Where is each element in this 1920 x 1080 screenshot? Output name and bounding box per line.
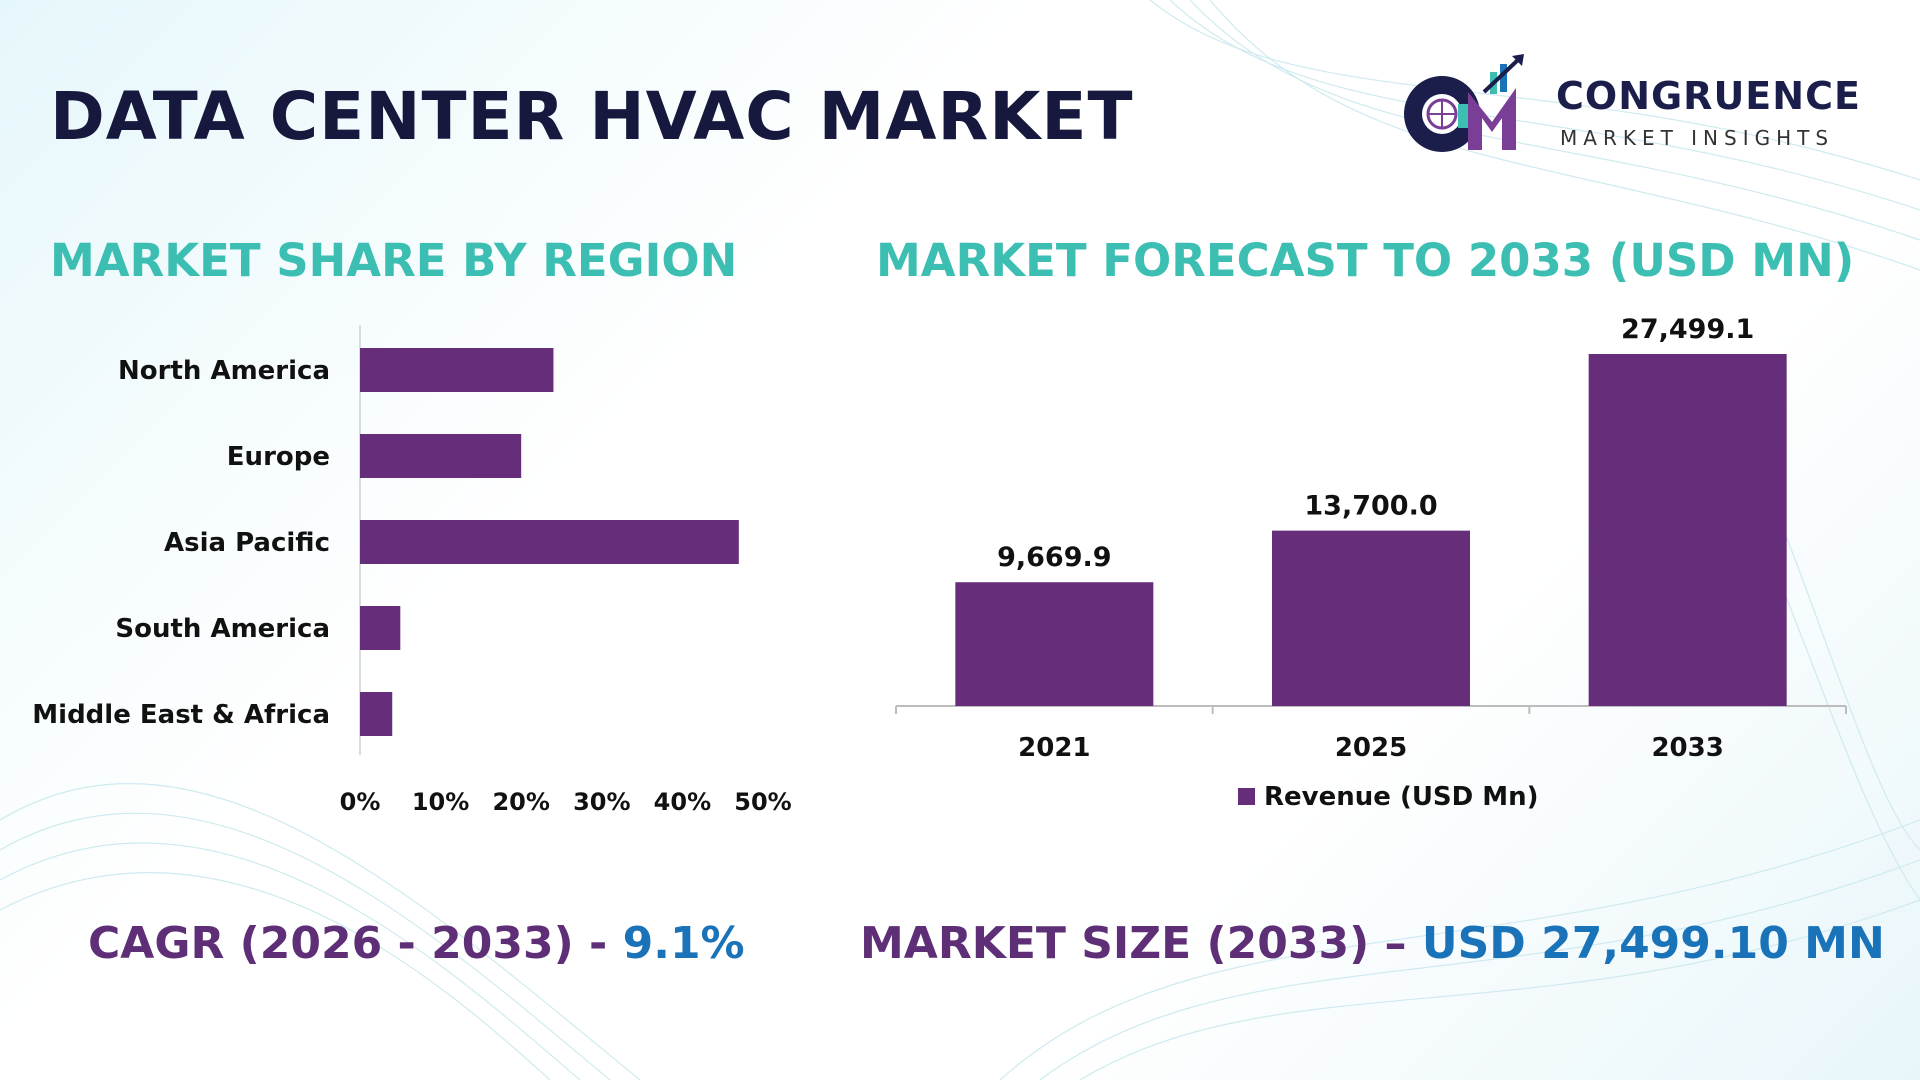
share-category-label: Asia Pacific: [164, 528, 330, 558]
forecast-category-label: 2033: [1651, 733, 1723, 763]
forecast-category-label: 2025: [1335, 733, 1407, 763]
company-logo: CONGRUENCE MARKET INSIGHTS: [1400, 52, 1880, 162]
logo-subtitle: MARKET INSIGHTS: [1560, 126, 1835, 150]
forecast-category-label: 2021: [1018, 733, 1090, 763]
forecast-data-label: 27,499.1: [1621, 314, 1754, 345]
share-bar: [360, 692, 393, 736]
forecast-data-label: 9,669.9: [997, 542, 1111, 573]
forecast-chart-title: MARKET FORECAST TO 2033 (USD MN): [876, 234, 1855, 287]
legend-swatch: [1238, 788, 1255, 805]
market-size-statement: MARKET SIZE (2033) – USD 27,499.10 MN: [860, 918, 1885, 969]
share-chart-title: MARKET SHARE BY REGION: [50, 234, 738, 287]
cagr-label: CAGR (2026 - 2033) -: [88, 918, 623, 969]
legend-label: Revenue (USD Mn): [1264, 782, 1539, 812]
share-bar: [360, 520, 739, 564]
share-tick-label: 40%: [654, 788, 711, 816]
share-tick-label: 0%: [340, 788, 381, 816]
share-category-label: Europe: [227, 442, 330, 472]
share-bar: [360, 434, 522, 478]
share-category-label: North America: [118, 356, 330, 386]
forecast-data-label: 13,700.0: [1304, 491, 1437, 522]
market-size-label: MARKET SIZE (2033) –: [860, 918, 1422, 969]
cagr-statement: CAGR (2026 - 2033) - 9.1%: [88, 918, 745, 969]
share-tick-label: 20%: [492, 788, 549, 816]
forecast-bar: [1272, 530, 1470, 706]
share-category-label: South America: [115, 614, 330, 644]
forecast-bar: [955, 582, 1154, 706]
share-tick-label: 50%: [734, 788, 791, 816]
share-category-label: Middle East & Africa: [32, 700, 330, 730]
page-title: DATA CENTER HVAC MARKET: [50, 78, 1134, 155]
share-tick-label: 30%: [573, 788, 630, 816]
forecast-bar: [1588, 354, 1787, 706]
logo-name: CONGRUENCE: [1556, 74, 1861, 118]
market-size-value: USD 27,499.10 MN: [1421, 918, 1885, 969]
cagr-value: 9.1%: [622, 918, 745, 969]
logo-icon: [1404, 54, 1524, 152]
share-bar: [360, 606, 401, 650]
share-tick-label: 10%: [412, 788, 469, 816]
share-bar: [360, 348, 554, 392]
